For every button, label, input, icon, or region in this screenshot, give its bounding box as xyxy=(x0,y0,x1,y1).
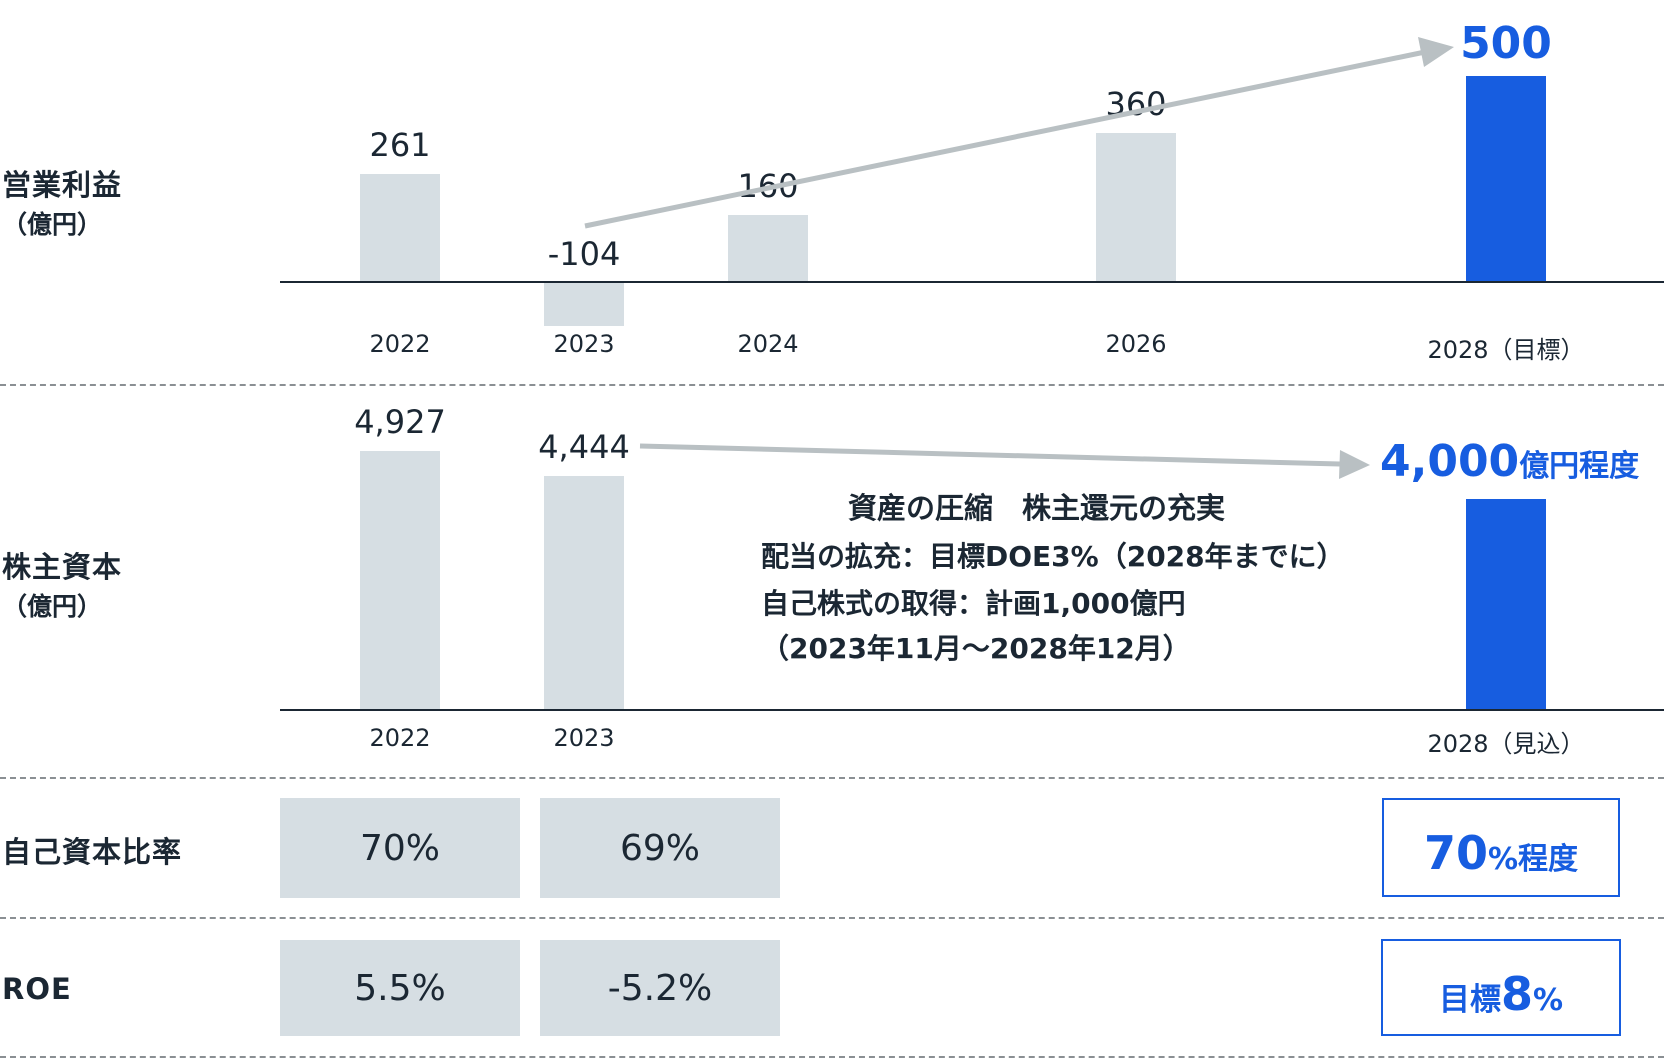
op-income-baseline xyxy=(280,281,1664,283)
roe-target: 目標 8 % xyxy=(1381,939,1621,1036)
x-tick-label: 2023 xyxy=(553,330,615,358)
bar-2026 xyxy=(1096,133,1176,281)
data-label: -104 xyxy=(547,235,621,273)
target-number: 8 xyxy=(1500,967,1533,1021)
bar-2024 xyxy=(728,215,808,281)
target-value: 4,000 xyxy=(1380,436,1520,487)
equity-trend-arrow xyxy=(639,443,1370,479)
x-tick-label: 2028（目標） xyxy=(1427,336,1585,364)
trend-arrows xyxy=(584,37,1454,479)
x-tick-label: 2022 xyxy=(369,330,431,358)
equity-baseline xyxy=(280,709,1664,711)
op-income-trend-arrow xyxy=(584,37,1454,229)
bar-2023 xyxy=(544,283,624,326)
bar-2022 xyxy=(360,450,440,709)
divider xyxy=(0,384,1664,386)
x-tick-label: 2023 xyxy=(553,724,615,752)
x-tick-label: 2028（見込） xyxy=(1427,730,1585,758)
x-tick-label: 2026 xyxy=(1105,330,1167,358)
bar-2022 xyxy=(360,173,440,281)
data-label: 4,444 xyxy=(538,428,630,467)
roe-2022: 5.5% xyxy=(280,940,520,1036)
target-suffix: % xyxy=(1532,983,1564,1018)
data-label: 261 xyxy=(369,125,431,164)
equity-ratio-label: 自己資本比率 xyxy=(2,835,183,869)
equity-target-label: 4,000億円程度 xyxy=(1380,436,1639,487)
divider xyxy=(0,1056,1664,1058)
equity-label: 株主資本 xyxy=(2,550,123,584)
target-suffix: 億円程度 xyxy=(1519,449,1640,484)
data-label: 500 xyxy=(1460,18,1552,69)
target-prefix: 目標 xyxy=(1438,982,1501,1018)
data-label: 4,927 xyxy=(354,402,446,441)
equity-ratio-2023: 69% xyxy=(540,798,780,898)
divider xyxy=(0,777,1664,779)
op-income-label: 営業利益 xyxy=(2,168,123,202)
equity-unit: （億円） xyxy=(2,592,103,621)
roe-2023: -5.2% xyxy=(540,940,780,1036)
bar-2023 xyxy=(544,476,624,709)
divider xyxy=(0,917,1664,919)
annotation-line: （2023年11月～2028年12月） xyxy=(761,632,1191,665)
op-income-unit: （億円） xyxy=(2,210,103,239)
equity-ratio-2022: 70% xyxy=(280,798,520,898)
x-tick-label: 2022 xyxy=(369,724,431,752)
equity-ratio-target: 70 %程度 xyxy=(1382,798,1620,897)
bar-2028（目標） xyxy=(1466,76,1546,281)
x-tick-label: 2024 xyxy=(737,330,799,358)
annotation-line: 自己株式の取得：計画1,000億円 xyxy=(761,587,1186,620)
bar-2028（見込） xyxy=(1466,499,1546,709)
target-number: 70 xyxy=(1423,826,1488,880)
annotation-line: 配当の拡充：目標DOE3%（2028年までに） xyxy=(761,540,1345,573)
annotation-title: 資産の圧縮 株主還元の充実 xyxy=(848,491,1226,525)
roe-label: ROE xyxy=(2,972,72,1006)
target-suffix: %程度 xyxy=(1487,842,1579,877)
